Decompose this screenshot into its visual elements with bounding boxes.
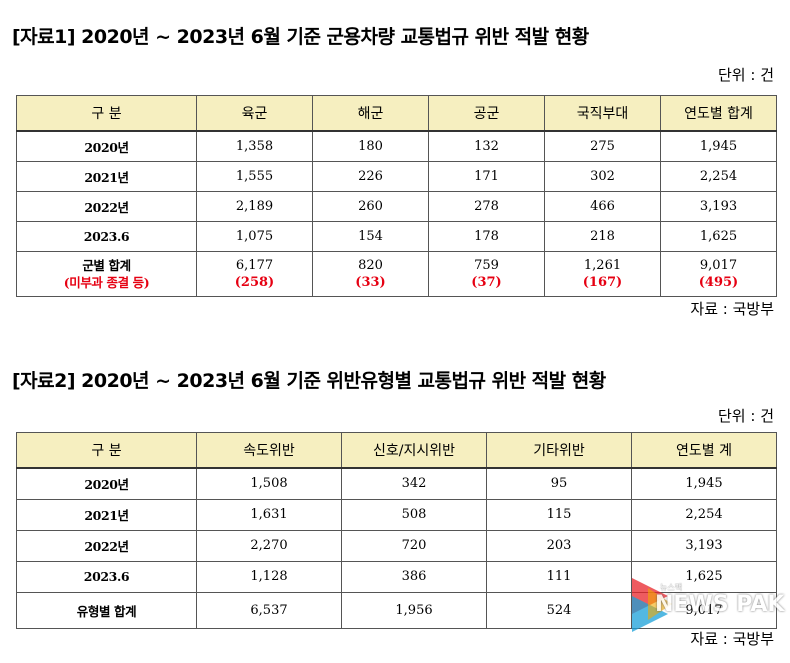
table-row: 2021년 1,555 226 171 302 2,254 (16, 160, 777, 192)
column-header: 연도별 합계 (660, 95, 777, 132)
table-cell: 171 (428, 160, 545, 192)
table-cell: 1,508 (196, 467, 342, 500)
total-cell: 524 (486, 591, 632, 629)
table-cell: 278 (428, 190, 545, 222)
row-label: 2022년 (16, 529, 197, 562)
total-row: 유형별 합계 6,537 1,956 524 9,017 (16, 591, 777, 629)
column-header: 국직부대 (544, 95, 661, 132)
table-cell: 1,945 (660, 130, 777, 162)
total-value: 1,261 (583, 257, 622, 273)
total-cell: 9,017 (495) (660, 250, 777, 297)
total-label: 군별 합계 (미부과 종결 등) (16, 250, 197, 297)
total-cell: 1,956 (341, 591, 487, 629)
table-cell: 1,128 (196, 560, 342, 593)
table-row: 2020년 1,358 180 132 275 1,945 (16, 130, 777, 162)
table-cell: 180 (312, 130, 429, 162)
table-cell: 95 (486, 467, 632, 500)
table-cell: 1,631 (196, 498, 342, 531)
column-header: 연도별 계 (631, 432, 777, 469)
column-header: 속도위반 (196, 432, 342, 469)
row-label: 2023.6 (16, 220, 197, 252)
table-cell: 154 (312, 220, 429, 252)
table-cell: 1,358 (196, 130, 313, 162)
table-cell: 203 (486, 529, 632, 562)
table-cell: 132 (428, 130, 545, 162)
table-cell: 218 (544, 220, 661, 252)
total-cell: 759 (37) (428, 250, 545, 297)
table-cell: 342 (341, 467, 487, 500)
column-header: 육군 (196, 95, 313, 132)
table-header-row: 구 분 육군 해군 공군 국직부대 연도별 합계 (16, 95, 777, 132)
table-cell: 1,075 (196, 220, 313, 252)
total-label: 유형별 합계 (16, 591, 197, 629)
column-header: 기타위반 (486, 432, 632, 469)
total-cell: 6,177 (258) (196, 250, 313, 297)
newspak-logo-icon (632, 578, 672, 632)
table-cell: 226 (312, 160, 429, 192)
unpaid-value: (167) (582, 274, 623, 290)
row-label: 2020년 (16, 130, 197, 162)
total-cell: 1,261 (167) (544, 250, 661, 297)
table-row: 2021년 1,631 508 115 2,254 (16, 498, 777, 531)
watermark-text: NEWS PAK (655, 592, 785, 617)
table-cell: 386 (341, 560, 487, 593)
table-header-row: 구 분 속도위반 신호/지시위반 기타위반 연도별 계 (16, 432, 777, 469)
table-row: 2020년 1,508 342 95 1,945 (16, 467, 777, 500)
total-cell: 6,537 (196, 591, 342, 629)
table-cell: 302 (544, 160, 661, 192)
table-cell: 2,270 (196, 529, 342, 562)
table-cell: 2,254 (631, 498, 777, 531)
table-cell: 275 (544, 130, 661, 162)
column-header: 구 분 (16, 432, 197, 469)
table-cell: 3,193 (660, 190, 777, 222)
unpaid-value: (495) (698, 274, 739, 290)
row-label: 2021년 (16, 498, 197, 531)
table-cell: 1,625 (660, 220, 777, 252)
table-cell: 3,193 (631, 529, 777, 562)
section1-unit: 단위 : 건 (718, 66, 774, 84)
unpaid-value: (37) (471, 274, 502, 290)
table-cell: 1,625 (631, 560, 777, 593)
table-row: 2023.6 1,075 154 178 218 1,625 (16, 220, 777, 252)
row-label: 2020년 (16, 467, 197, 500)
violations-by-type-table: 구 분 속도위반 신호/지시위반 기타위반 연도별 계 2020년 1,508 … (16, 432, 777, 629)
total-value: 759 (474, 257, 499, 273)
section1-source: 자료 : 국방부 (690, 300, 774, 318)
table-cell: 1,555 (196, 160, 313, 192)
row-label: 2023.6 (16, 560, 197, 593)
table-cell: 260 (312, 190, 429, 222)
column-header: 구 분 (16, 95, 197, 132)
total-label-text: 군별 합계 (82, 257, 131, 273)
table-cell: 466 (544, 190, 661, 222)
table-cell: 508 (341, 498, 487, 531)
row-label: 2021년 (16, 160, 197, 192)
section2-title: [자료2] 2020년 ~ 2023년 6월 기준 위반유형별 교통법규 위반 … (12, 370, 606, 392)
violations-by-branch-table: 구 분 육군 해군 공군 국직부대 연도별 합계 2020년 1,358 180… (16, 95, 777, 297)
total-value: 6,177 (235, 257, 274, 273)
watermark-small-text: 뉴스팩 (660, 583, 683, 592)
section2-source: 자료 : 국방부 (690, 630, 774, 648)
table-cell: 720 (341, 529, 487, 562)
unpaid-value: (258) (234, 274, 275, 290)
total-row: 군별 합계 (미부과 종결 등) 6,177 (258) 820 (33) 75… (16, 250, 777, 297)
total-value: 9,017 (699, 257, 738, 273)
unpaid-closed-label: (미부과 종결 등) (63, 274, 150, 290)
column-header: 해군 (312, 95, 429, 132)
total-cell: 820 (33) (312, 250, 429, 297)
table-cell: 178 (428, 220, 545, 252)
table-cell: 115 (486, 498, 632, 531)
table-row: 2022년 2,270 720 203 3,193 (16, 529, 777, 562)
table-cell: 2,254 (660, 160, 777, 192)
column-header: 신호/지시위반 (341, 432, 487, 469)
table-cell: 2,189 (196, 190, 313, 222)
table-cell: 111 (486, 560, 632, 593)
section2-unit: 단위 : 건 (718, 407, 774, 425)
total-value: 820 (358, 257, 383, 273)
column-header: 공군 (428, 95, 545, 132)
row-label: 2022년 (16, 190, 197, 222)
table-row: 2022년 2,189 260 278 466 3,193 (16, 190, 777, 222)
unpaid-value: (33) (355, 274, 386, 290)
table-cell: 1,945 (631, 467, 777, 500)
section1-title: [자료1] 2020년 ~ 2023년 6월 기준 군용차량 교통법규 위반 적… (12, 26, 589, 48)
